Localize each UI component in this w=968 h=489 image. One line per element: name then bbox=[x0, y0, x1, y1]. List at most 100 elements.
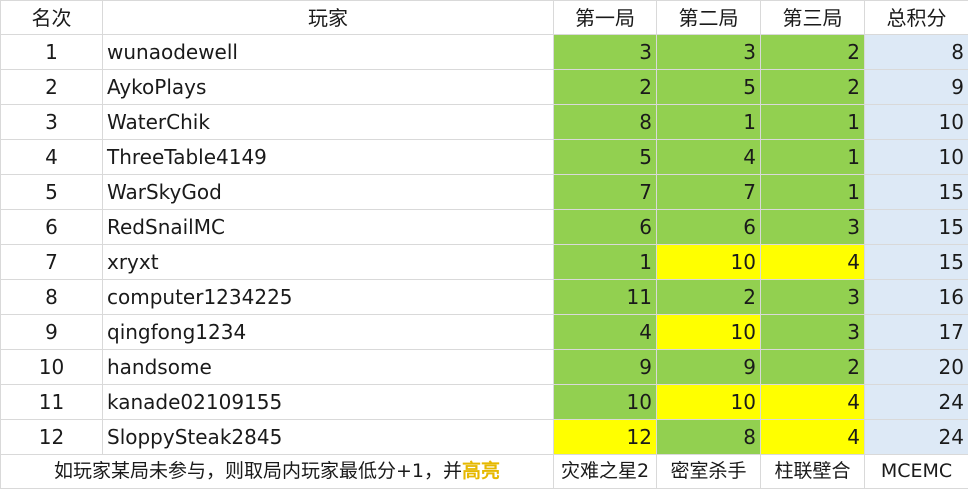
player-cell: SloppySteak2845 bbox=[103, 420, 554, 455]
game3-score-cell: 1 bbox=[761, 105, 865, 140]
rank-cell: 12 bbox=[1, 420, 103, 455]
game3-score-cell: 3 bbox=[761, 315, 865, 350]
game1-score-cell: 3 bbox=[554, 35, 657, 70]
rank-cell: 6 bbox=[1, 210, 103, 245]
game1-score-cell: 4 bbox=[554, 315, 657, 350]
game3-score-cell: 3 bbox=[761, 280, 865, 315]
rank-cell: 11 bbox=[1, 385, 103, 420]
game3-score-cell: 4 bbox=[761, 245, 865, 280]
game2-score-cell: 10 bbox=[657, 315, 761, 350]
game3-score-cell: 4 bbox=[761, 420, 865, 455]
player-cell: AykoPlays bbox=[103, 70, 554, 105]
footer-event-name: MCEMC bbox=[865, 455, 968, 489]
game2-score-cell: 10 bbox=[657, 245, 761, 280]
rank-cell: 3 bbox=[1, 105, 103, 140]
total-score-cell: 10 bbox=[865, 140, 968, 175]
total-score-cell: 8 bbox=[865, 35, 968, 70]
game2-score-cell: 3 bbox=[657, 35, 761, 70]
game2-score-cell: 10 bbox=[657, 385, 761, 420]
footer-note-text: 如玩家某局未参与，则取局内玩家最低分+1，并 bbox=[54, 460, 462, 482]
game1-score-cell: 7 bbox=[554, 175, 657, 210]
game1-score-cell: 9 bbox=[554, 350, 657, 385]
game1-score-cell: 8 bbox=[554, 105, 657, 140]
footer-game1-name: 灾难之星2 bbox=[554, 455, 657, 489]
header-game2: 第二局 bbox=[657, 1, 761, 35]
footer-game2-name: 密室杀手 bbox=[657, 455, 761, 489]
footer-row: 如玩家某局未参与，则取局内玩家最低分+1，并高亮 灾难之星2 密室杀手 柱联壁合… bbox=[1, 455, 968, 489]
total-score-cell: 9 bbox=[865, 70, 968, 105]
footer-note-highlight: 高亮 bbox=[462, 460, 500, 482]
header-rank: 名次 bbox=[1, 1, 103, 35]
rank-cell: 5 bbox=[1, 175, 103, 210]
header-game3: 第三局 bbox=[761, 1, 865, 35]
header-player: 玩家 bbox=[103, 1, 554, 35]
footer-note: 如玩家某局未参与，则取局内玩家最低分+1，并高亮 bbox=[1, 455, 554, 489]
footer-game3-name: 柱联壁合 bbox=[761, 455, 865, 489]
player-cell: kanade02109155 bbox=[103, 385, 554, 420]
player-cell: xryxt bbox=[103, 245, 554, 280]
rank-cell: 4 bbox=[1, 140, 103, 175]
game3-score-cell: 2 bbox=[761, 70, 865, 105]
game1-score-cell: 1 bbox=[554, 245, 657, 280]
game3-score-cell: 4 bbox=[761, 385, 865, 420]
rank-cell: 9 bbox=[1, 315, 103, 350]
total-score-cell: 20 bbox=[865, 350, 968, 385]
total-score-cell: 10 bbox=[865, 105, 968, 140]
player-cell: WaterChik bbox=[103, 105, 554, 140]
game1-score-cell: 5 bbox=[554, 140, 657, 175]
rank-cell: 1 bbox=[1, 35, 103, 70]
game2-score-cell: 4 bbox=[657, 140, 761, 175]
game1-score-cell: 6 bbox=[554, 210, 657, 245]
total-score-cell: 17 bbox=[865, 315, 968, 350]
total-score-cell: 15 bbox=[865, 210, 968, 245]
player-cell: WarSkyGod bbox=[103, 175, 554, 210]
header-game1: 第一局 bbox=[554, 1, 657, 35]
total-score-cell: 15 bbox=[865, 245, 968, 280]
game1-score-cell: 10 bbox=[554, 385, 657, 420]
total-score-cell: 24 bbox=[865, 385, 968, 420]
game1-score-cell: 2 bbox=[554, 70, 657, 105]
player-cell: wunaodewell bbox=[103, 35, 554, 70]
game2-score-cell: 2 bbox=[657, 280, 761, 315]
player-cell: RedSnailMC bbox=[103, 210, 554, 245]
game2-score-cell: 1 bbox=[657, 105, 761, 140]
game3-score-cell: 1 bbox=[761, 175, 865, 210]
header-total: 总积分 bbox=[865, 1, 968, 35]
player-cell: handsome bbox=[103, 350, 554, 385]
player-cell: computer1234225 bbox=[103, 280, 554, 315]
total-score-cell: 16 bbox=[865, 280, 968, 315]
game3-score-cell: 2 bbox=[761, 35, 865, 70]
game1-score-cell: 12 bbox=[554, 420, 657, 455]
game3-score-cell: 3 bbox=[761, 210, 865, 245]
game1-score-cell: 11 bbox=[554, 280, 657, 315]
player-cell: ThreeTable4149 bbox=[103, 140, 554, 175]
game3-score-cell: 1 bbox=[761, 140, 865, 175]
game2-score-cell: 8 bbox=[657, 420, 761, 455]
rank-cell: 2 bbox=[1, 70, 103, 105]
game2-score-cell: 9 bbox=[657, 350, 761, 385]
header-row: 名次 玩家 第一局 第二局 第三局 总积分 bbox=[1, 1, 968, 35]
player-cell: qingfong1234 bbox=[103, 315, 554, 350]
total-score-cell: 24 bbox=[865, 420, 968, 455]
game2-score-cell: 6 bbox=[657, 210, 761, 245]
total-score-cell: 15 bbox=[865, 175, 968, 210]
game2-score-cell: 5 bbox=[657, 70, 761, 105]
rank-cell: 8 bbox=[1, 280, 103, 315]
game3-score-cell: 2 bbox=[761, 350, 865, 385]
game2-score-cell: 7 bbox=[657, 175, 761, 210]
rank-cell: 7 bbox=[1, 245, 103, 280]
rank-cell: 10 bbox=[1, 350, 103, 385]
